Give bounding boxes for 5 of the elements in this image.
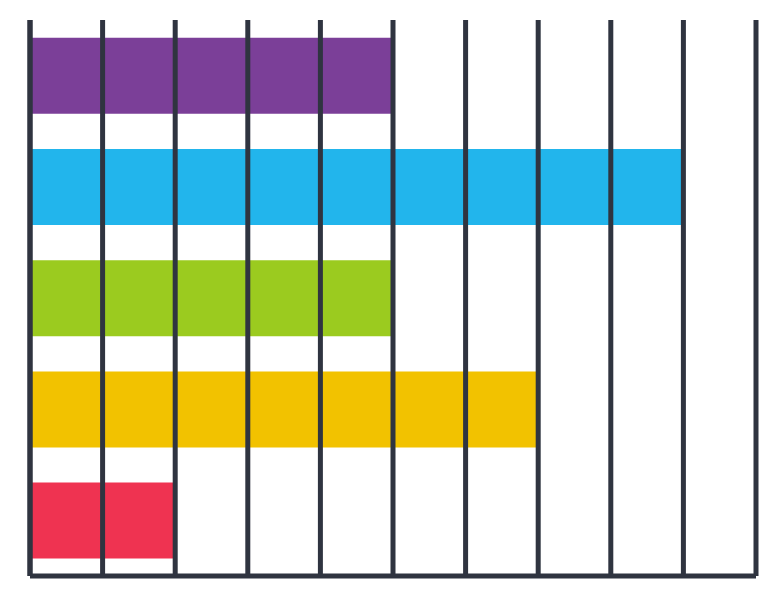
bar [30,148,684,225]
bar [30,260,394,337]
bar [30,371,539,448]
bar [30,37,394,114]
bar [30,482,176,559]
